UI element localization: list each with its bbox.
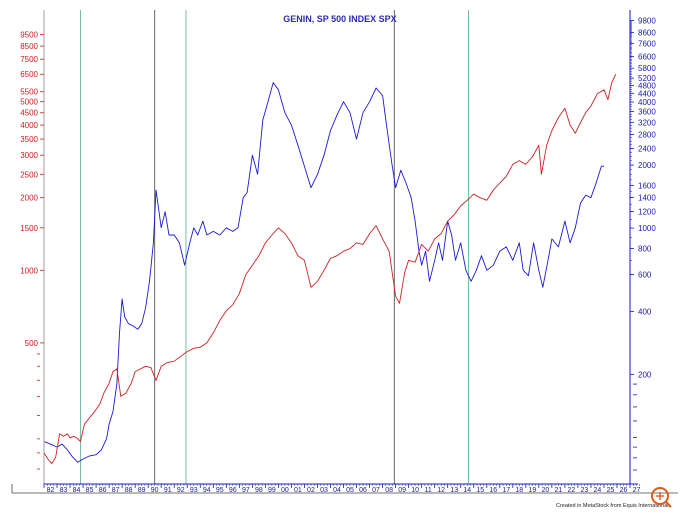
x-tick-label: 92: [177, 487, 185, 494]
left-tick-label: 5000: [20, 98, 38, 107]
left-tick-label: 8500: [20, 42, 38, 51]
x-tick-label: 95: [216, 487, 224, 494]
x-tick-label: 06: [359, 487, 367, 494]
x-tick-label: 89: [138, 487, 146, 494]
x-tick-label: 27: [633, 487, 641, 494]
x-tick-label: 17: [502, 487, 510, 494]
right-tick-label: 1000: [638, 224, 656, 233]
right-tick-label: 5800: [638, 64, 656, 73]
credit-text: Created in MetaStock from Equis Internat…: [556, 503, 669, 509]
x-tick-label: 09: [398, 487, 406, 494]
x-tick-label: 99: [268, 487, 276, 494]
right-tick-label: 1400: [638, 193, 656, 202]
right-tick-label: 4000: [638, 98, 656, 107]
x-tick-label: 94: [203, 487, 211, 494]
x-tick-label: 18: [515, 487, 523, 494]
x-tick-label: 02: [307, 487, 315, 494]
x-tick-label: 05: [346, 487, 354, 494]
left-tick-label: 3500: [20, 135, 38, 144]
left-tick-label: 2500: [20, 170, 38, 179]
right-tick-label: 200: [638, 370, 652, 379]
left-axis-ticks: 500 1000 1500 2000 2500 3000 3500 4000 4500 50005…: [20, 30, 44, 470]
left-tick-label: 4000: [20, 121, 38, 130]
x-tick-label: 84: [73, 487, 81, 494]
x-tick-label: 13: [450, 487, 458, 494]
x-tick-label: 90: [151, 487, 159, 494]
x-tick-label: 91: [164, 487, 172, 494]
metastock-logo-icon: [651, 487, 672, 508]
x-tick-label: 88: [125, 487, 133, 494]
x-tick-label: 24: [594, 487, 602, 494]
x-tick-label: 23: [581, 487, 589, 494]
x-tick-label: 16: [489, 487, 497, 494]
x-tick-label: 15: [476, 487, 484, 494]
right-tick-label: 9800: [638, 17, 656, 26]
right-tick-label: 800: [638, 244, 652, 253]
right-tick-label: 5200: [638, 74, 656, 83]
x-tick-label: 86: [99, 487, 107, 494]
left-tick-label: 1500: [20, 224, 38, 233]
right-tick-label: 2800: [638, 130, 656, 139]
series-line-0: [43, 82, 604, 463]
right-tick-label: 4800: [638, 81, 656, 90]
right-tick-label: 2400: [638, 144, 656, 153]
x-tick-label: 00: [281, 487, 289, 494]
left-tick-label: 9500: [20, 30, 38, 39]
x-tick-label: 10: [411, 487, 419, 494]
left-tick-label: 500: [25, 339, 39, 348]
x-tick-label: 08: [385, 487, 393, 494]
right-tick-label: 3600: [638, 108, 656, 117]
right-tick-label: 2000: [638, 161, 656, 170]
right-tick-label: 600: [638, 271, 652, 280]
x-tick-label: 98: [255, 487, 263, 494]
x-tick-label: 03: [320, 487, 328, 494]
right-tick-label: 6600: [638, 52, 656, 61]
chart-title: GENIN, SP 500 INDEX SPX: [283, 14, 396, 24]
x-tick-label: 87: [112, 487, 120, 494]
x-tick-label: 83: [60, 487, 68, 494]
x-tick-label: 96: [229, 487, 237, 494]
left-tick-label: 5500: [20, 88, 38, 97]
series-layer: [43, 74, 617, 465]
right-tick-label: 8600: [638, 28, 656, 37]
x-tick-label: 93: [190, 487, 198, 494]
axes: [11, 10, 678, 494]
right-tick-label: 1200: [638, 208, 656, 217]
x-tick-label: 21: [554, 487, 562, 494]
x-tick-label: 85: [86, 487, 94, 494]
x-tick-label: 04: [333, 487, 341, 494]
right-axis-ticks: 200 400 600 800 1000 1200 1400 1600 2000 2400 2800…: [630, 17, 656, 471]
right-tick-label: 7600: [638, 40, 656, 49]
right-tick-label: 400: [638, 307, 652, 316]
left-tick-label: 7500: [20, 55, 38, 64]
x-tick-label: 82: [47, 487, 55, 494]
series-line-1: [43, 74, 617, 465]
left-tick-label: 3000: [20, 151, 38, 160]
vertical-marker-lines: [80, 10, 469, 484]
x-tick-label: 19: [528, 487, 536, 494]
right-tick-label: 3200: [638, 118, 656, 127]
x-tick-label: 07: [372, 487, 380, 494]
x-axis-ticks: 82 83 84 85 86 87 88 89 90 91 92 93 94 95 96 97 98 99 00 01…: [43, 484, 641, 494]
left-tick-label: 4500: [20, 109, 38, 118]
right-tick-label: 1600: [638, 181, 656, 190]
x-tick-label: 14: [463, 487, 471, 494]
left-tick-label: 1000: [20, 266, 38, 275]
x-tick-label: 20: [541, 487, 549, 494]
x-tick-label: 11: [425, 487, 432, 494]
x-tick-label: 01: [294, 487, 302, 494]
x-tick-label: 25: [607, 487, 615, 494]
x-tick-label: 97: [242, 487, 250, 494]
left-tick-label: 6500: [20, 70, 38, 79]
x-tick-label: 22: [568, 487, 576, 494]
right-tick-label: 4400: [638, 89, 656, 98]
x-tick-label: 12: [437, 487, 445, 494]
left-tick-label: 2000: [20, 194, 38, 203]
x-tick-label: 26: [620, 487, 628, 494]
